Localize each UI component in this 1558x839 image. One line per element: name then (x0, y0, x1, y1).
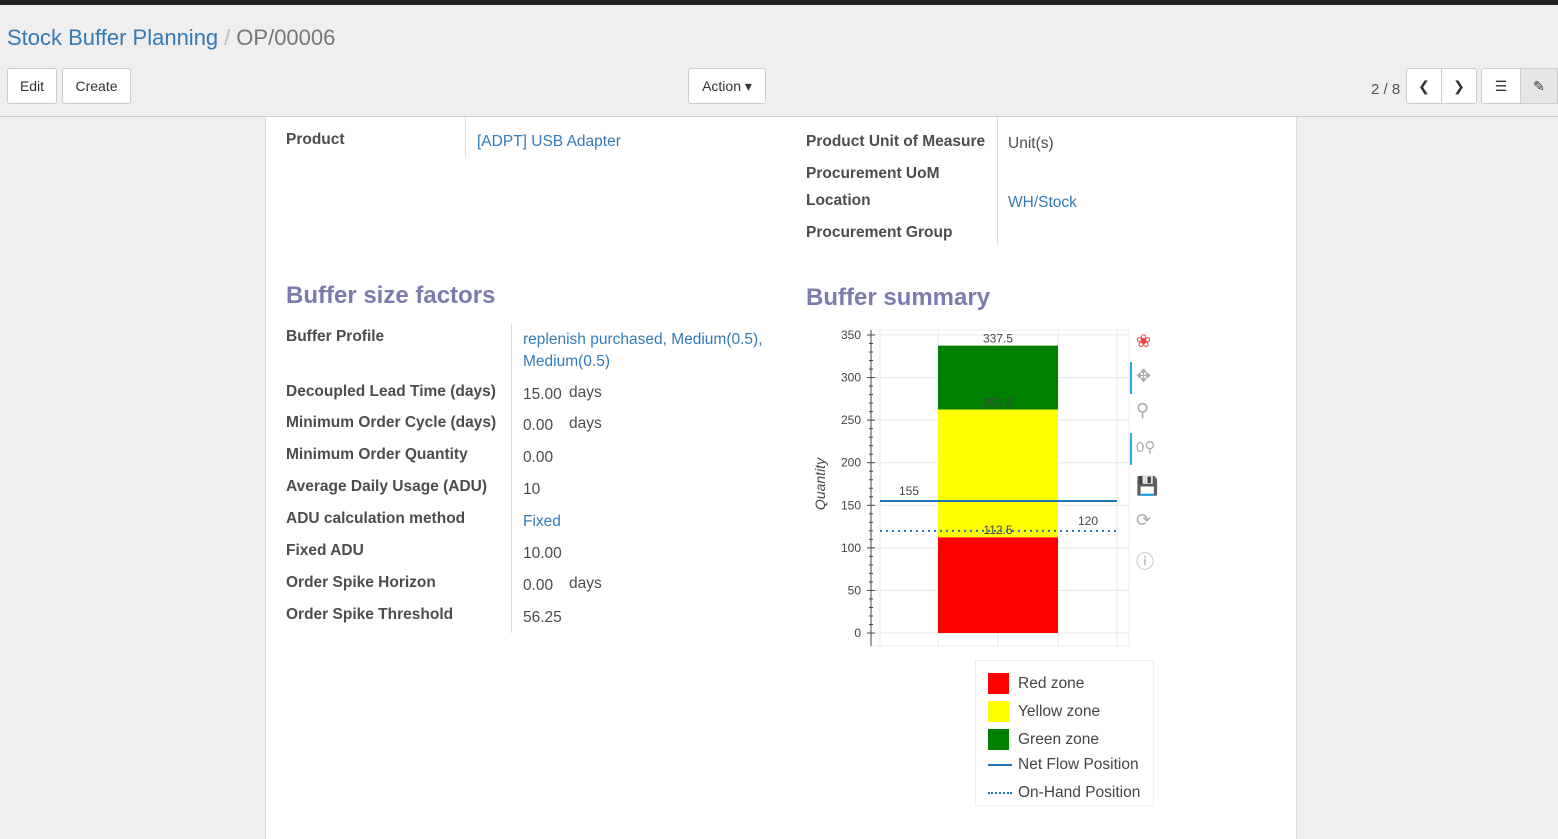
product-link[interactable]: [ADPT] USB Adapter (477, 133, 621, 150)
pager-value: 2 / 8 (1371, 81, 1401, 98)
legend-item: On-Hand Position (988, 784, 1140, 802)
uom-value: Unit(s) (1008, 135, 1054, 152)
bar-label: 337.5 (983, 332, 1013, 346)
factor-label: Order Spike Threshold (286, 606, 454, 623)
y-tick-label: 50 (848, 583, 862, 597)
wheel-zoom-icon[interactable]: 0⚲ (1136, 439, 1156, 456)
chart-legend: Red zone Yellow zone Green zone Net Flow… (975, 660, 1154, 806)
line-label: 120 (1078, 514, 1098, 528)
y-tick-label: 250 (841, 413, 861, 427)
buffer-chart: 0 50 100 150 200 250 300 350 Quantity 112.5 262.5 3… (812, 328, 1130, 647)
bar-yellow-zone (938, 409, 1058, 538)
save-icon[interactable]: 💾 (1136, 476, 1159, 496)
breadcrumb-current: OP/00006 (236, 25, 336, 50)
chevron-left-icon: ❮ (1418, 77, 1430, 94)
bokeh-logo-icon[interactable]: ❀ (1136, 331, 1152, 351)
factor-value[interactable]: replenish purchased, Medium(0.5), (523, 331, 763, 348)
next-record-button[interactable]: ❯ (1441, 68, 1477, 104)
location-label: Location (806, 192, 871, 209)
factor-value: 10.00 (523, 545, 562, 562)
action-dropdown[interactable]: Action ▾ (688, 68, 766, 104)
legend-item: Net Flow Position (988, 756, 1139, 774)
factor-value: 10 (523, 481, 541, 498)
bar-green-zone (938, 345, 1058, 410)
factor-value: 56.25 (523, 609, 562, 626)
help-icon[interactable]: ⓘ (1136, 552, 1154, 572)
factor-value[interactable]: Medium(0.5) (523, 353, 610, 370)
top-bar (0, 0, 1558, 5)
bar-label: 262.5 (983, 396, 1013, 410)
factor-value[interactable]: Fixed (523, 513, 561, 530)
bar-red-zone (938, 537, 1058, 633)
factor-label: Decoupled Lead Time (days) (286, 383, 496, 400)
pan-tool-icon[interactable]: ✥ (1136, 366, 1152, 386)
y-tick-label: 200 (841, 456, 861, 470)
buffer-summary-title: Buffer summary (806, 284, 991, 311)
legend-item: Yellow zone (988, 701, 1100, 722)
breadcrumb-parent[interactable]: Stock Buffer Planning (7, 25, 219, 50)
y-tick-label: 100 (841, 541, 861, 555)
reset-icon[interactable]: ⟳ (1136, 510, 1152, 530)
list-view-button[interactable]: ☰ (1481, 68, 1521, 104)
procurement-group-label: Procurement Group (806, 224, 953, 241)
legend-item: Green zone (988, 729, 1099, 750)
factor-label: Average Daily Usage (ADU) (286, 478, 487, 495)
factor-unit: days (569, 575, 602, 592)
product-label: Product (286, 131, 345, 148)
factor-value: 0.00 (523, 417, 554, 434)
buffer-size-factors-title: Buffer size factors (286, 282, 496, 309)
factor-label: Fixed ADU (286, 542, 364, 559)
form-view-button[interactable]: ✎ (1520, 68, 1558, 104)
breadcrumb: Stock Buffer Planning / OP/00006 (7, 25, 336, 50)
factor-label: Buffer Profile (286, 328, 385, 345)
y-tick-label: 300 (841, 371, 861, 385)
y-tick-label: 350 (841, 328, 861, 342)
factor-value: 15.00 (523, 386, 562, 403)
edit-button[interactable]: Edit (7, 68, 57, 104)
location-link[interactable]: WH/Stock (1008, 194, 1077, 211)
line-label: 155 (899, 484, 919, 498)
edit-icon: ✎ (1533, 77, 1545, 94)
factor-label: Minimum Order Cycle (days) (286, 414, 497, 431)
box-zoom-icon[interactable]: ⚲ (1136, 400, 1150, 420)
procurement-uom-label: Procurement UoM (806, 165, 940, 182)
factor-label: ADU calculation method (286, 510, 466, 527)
bar-label: 112.5 (983, 523, 1012, 537)
factor-label: Order Spike Horizon (286, 574, 436, 591)
prev-record-button[interactable]: ❮ (1406, 68, 1442, 104)
create-button[interactable]: Create (62, 68, 131, 104)
legend-item: Red zone (988, 673, 1084, 694)
list-icon: ☰ (1494, 77, 1508, 94)
factor-unit: days (569, 415, 602, 432)
y-tick-label: 0 (854, 626, 861, 640)
y-tick-label: 150 (841, 498, 861, 512)
uom-label: Product Unit of Measure (806, 133, 986, 150)
control-panel: Stock Buffer Planning / OP/00006 Edit Crea… (0, 5, 1558, 117)
chevron-right-icon: ❯ (1453, 77, 1465, 94)
factor-value: 0.00 (523, 577, 554, 594)
y-axis-label: Quantity (812, 457, 828, 510)
factor-unit: days (569, 384, 602, 401)
factor-value: 0.00 (523, 449, 554, 466)
factor-label: Minimum Order Quantity (286, 446, 468, 463)
